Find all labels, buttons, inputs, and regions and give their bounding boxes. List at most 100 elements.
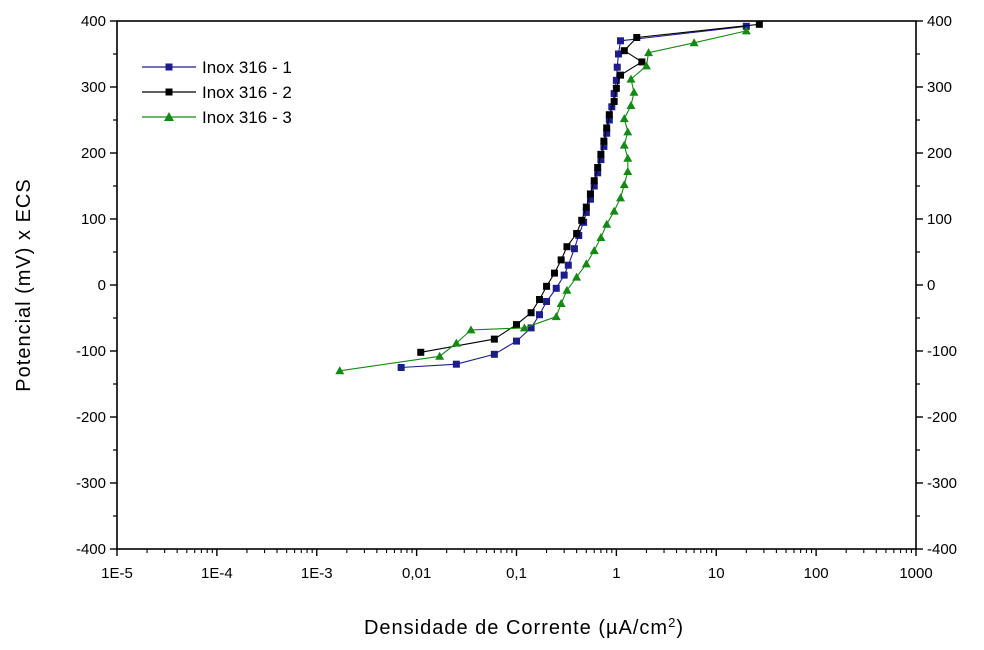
x-tick-label: 10 [708,565,725,582]
series-1-point [613,63,621,71]
y-tick-label-left: 300 [81,79,106,96]
x-axis-title-sup: 2 [668,615,676,630]
y-tick-label-left: -300 [76,475,106,492]
series-3-point [626,74,636,83]
y-tick-label-right: -400 [927,541,957,558]
series-2-point [620,47,628,55]
series-2 [417,20,763,356]
y-tick-label-right: 300 [927,79,952,96]
series-2-point [603,124,611,132]
legend-label: Inox 316 - 2 [202,83,292,102]
series-3-point [556,298,566,307]
y-tick-label-right: -300 [927,475,957,492]
series-1-point [617,37,625,45]
series-1-point [594,169,602,177]
x-tick-label: 1 [612,565,620,582]
series-3-point [335,366,345,375]
series-3-point [551,312,561,321]
series-1-point [570,245,578,253]
y-axis-title: Potencial (mV) x ECS [13,178,35,391]
series-1-point [536,311,544,319]
y-tick-label-left: 200 [81,145,106,162]
series-3-point [562,285,572,294]
series-1 [397,22,750,371]
legend-label: Inox 316 - 1 [202,58,292,77]
y-tick-label-right: 200 [927,145,952,162]
series-3-point [619,114,629,123]
series-3-point [602,219,612,228]
series-3-point [741,26,751,35]
series-2-point [543,282,551,290]
series-3-point [435,351,445,360]
series-2-point [605,111,613,119]
series-1-point [605,116,613,124]
legend: Inox 316 - 1 Inox 316 - 2 Inox 316 - 3 [142,58,292,127]
legend-marker [164,112,174,121]
legend-marker [165,63,173,71]
series-2-point [600,137,608,145]
series-2-point [490,335,498,343]
data-layer [335,20,763,375]
series-2-point [550,269,558,277]
series-1-point [552,284,560,292]
series-2-point [578,216,586,224]
series-1-point [614,50,622,58]
series-1-line [401,25,747,369]
series-1-point [590,182,598,190]
series-3-point [644,48,654,57]
series-3-point [619,140,629,149]
series-3-point [616,193,626,202]
y-tick-label-left: -200 [76,409,106,426]
y-tick-label-right: 400 [927,13,952,30]
series-2-point [536,296,544,304]
series-1-point [527,324,535,332]
series-2-point [617,71,625,79]
series-3-point [629,87,639,96]
y-tick-label-left: 100 [81,211,106,228]
series-2-point [610,98,618,106]
x-tick-label: 1E-4 [201,565,233,582]
series-2-point [597,150,605,158]
y-tick-label-right: 100 [927,211,952,228]
y-tick-label-left: 400 [81,13,106,30]
series-1-point [397,364,405,371]
x-tick-label: 100 [804,565,829,582]
series-1-point [513,337,520,345]
series-2-point [586,190,594,198]
x-tick-label: 1E-3 [301,565,333,582]
y-tick-label-right: 0 [927,277,935,294]
series-3-point [623,153,633,162]
series-3-point [519,323,529,332]
series-2-point [417,348,425,356]
legend-marker [165,88,173,96]
series-1-point [560,271,568,279]
series-1-point [452,360,460,368]
series-3-point [626,100,636,109]
x-tick-label: 0,01 [402,565,431,582]
series-1-point [543,298,551,305]
series-1-point [610,90,618,98]
x-tick-label: 1000 [899,565,932,582]
series-3-point [609,206,619,215]
x-tick-label: 0,1 [506,565,527,582]
series-2-point [755,20,763,28]
series-1-point [564,261,572,269]
series-3-point [451,338,461,347]
series-1-point [490,350,498,358]
series-2-point [557,256,565,264]
series-3 [335,26,751,375]
legend-label: Inox 316 - 3 [202,108,292,127]
series-3-point [589,246,599,255]
series-3-point [689,38,699,47]
series-3-line [339,30,747,372]
x-axis-title-main: Densidade de Corrente ( [364,617,606,639]
series-2-point [563,243,571,251]
series-2-point [573,230,581,238]
series-3-point [619,180,629,189]
series-3-point [466,325,476,334]
series-2-point [594,164,602,172]
series-2-point [612,84,620,92]
series-2-point [513,321,520,329]
